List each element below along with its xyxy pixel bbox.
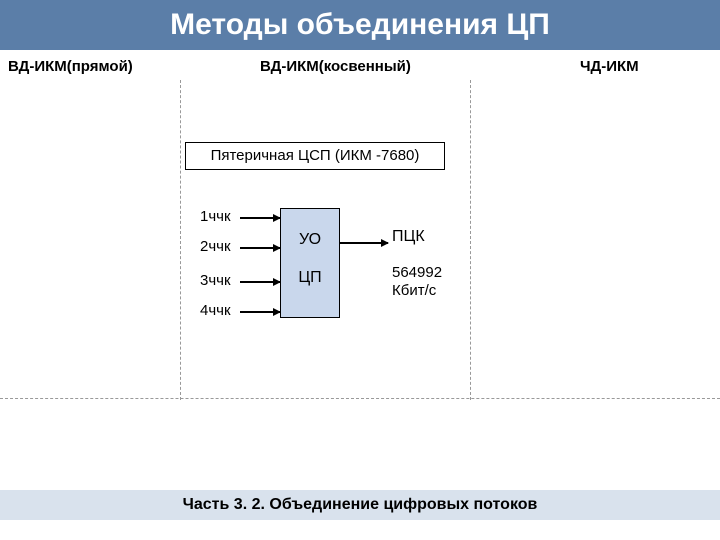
page-title: Методы объединения ЦП bbox=[0, 8, 720, 42]
subtitle-box: Пятеричная ЦСП (ИКМ -7680) bbox=[185, 142, 445, 170]
output-rate: 564992 bbox=[392, 264, 442, 281]
output-unit: Кбит/с bbox=[392, 282, 436, 299]
input-label-2: 2ччк bbox=[200, 238, 231, 255]
diagram-area: ВД-ИКМ(прямой) ВД-ИКМ(косвенный) ЧД-ИКМ … bbox=[0, 50, 720, 400]
input-label-4: 4ччк bbox=[200, 302, 231, 319]
header-direct: ВД-ИКМ(прямой) bbox=[8, 58, 133, 75]
box-label-cp: ЦП bbox=[281, 269, 339, 287]
output-label: ПЦК bbox=[392, 228, 425, 246]
processor-box: УО ЦП bbox=[280, 208, 340, 318]
footer-bar: Часть 3. 2. Объединение цифровых потоков bbox=[0, 490, 720, 520]
arrow-in-3 bbox=[240, 281, 280, 283]
arrow-in-1 bbox=[240, 217, 280, 219]
arrow-in-2 bbox=[240, 247, 280, 249]
divider-horizontal bbox=[0, 398, 720, 399]
header-chd: ЧД-ИКМ bbox=[580, 58, 639, 75]
input-label-1: 1ччк bbox=[200, 208, 231, 225]
box-label-uo: УО bbox=[281, 231, 339, 249]
block-diagram: 1ччк 2ччк 3ччк 4ччк УО ЦП ПЦК 564992 Кби… bbox=[200, 200, 460, 360]
arrow-in-4 bbox=[240, 311, 280, 313]
footer-text: Часть 3. 2. Объединение цифровых потоков bbox=[183, 496, 538, 513]
title-bar: Методы объединения ЦП bbox=[0, 0, 720, 50]
column-headers: ВД-ИКМ(прямой) ВД-ИКМ(косвенный) ЧД-ИКМ bbox=[0, 58, 720, 88]
divider-vertical-2 bbox=[470, 80, 471, 400]
header-indirect: ВД-ИКМ(косвенный) bbox=[260, 58, 411, 75]
input-label-3: 3ччк bbox=[200, 272, 231, 289]
divider-vertical-1 bbox=[180, 80, 181, 400]
arrow-out bbox=[340, 242, 388, 244]
